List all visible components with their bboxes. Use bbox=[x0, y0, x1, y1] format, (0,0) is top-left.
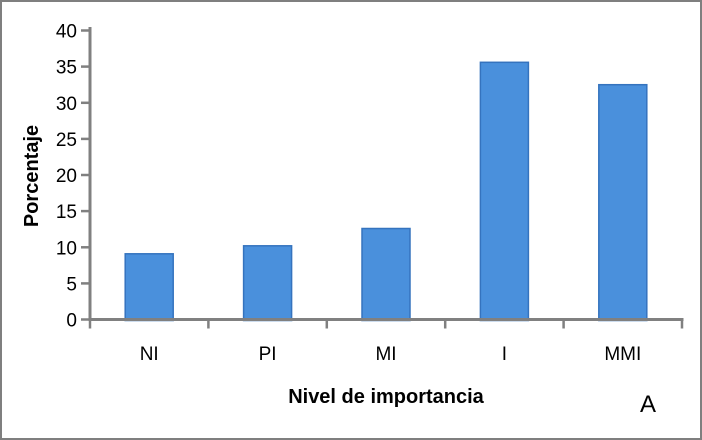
x-category-label-PI: PI bbox=[259, 344, 277, 365]
bar-MMI bbox=[598, 83, 648, 322]
y-tick-label-20: 20 bbox=[56, 166, 77, 187]
x-axis-title: Nivel de importancia bbox=[288, 386, 484, 408]
y-tick-label-25: 25 bbox=[56, 130, 77, 151]
plot-area: NI PI MI I MMI 0 5 10 15 20 25 30 35 40 bbox=[56, 22, 684, 365]
y-tick-label-40: 40 bbox=[56, 22, 77, 43]
x-category-label-NI: NI bbox=[140, 344, 159, 365]
bar-MI bbox=[361, 227, 411, 322]
y-tick-label-0: 0 bbox=[66, 311, 77, 332]
y-tick-label-5: 5 bbox=[66, 274, 77, 295]
y-tick-label-35: 35 bbox=[56, 58, 77, 79]
y-axis-title: Porcentaje bbox=[21, 125, 43, 227]
x-category-label-MMI: MMI bbox=[604, 344, 641, 365]
x-category-label-I: I bbox=[502, 344, 507, 365]
panel-label: A bbox=[640, 391, 656, 418]
bar-PI bbox=[242, 245, 293, 322]
y-tick-label-10: 10 bbox=[56, 238, 77, 259]
y-tick-label-30: 30 bbox=[56, 94, 77, 115]
y-tick-label-15: 15 bbox=[56, 202, 77, 223]
bar-I bbox=[479, 61, 530, 322]
bar-NI bbox=[124, 253, 174, 322]
x-category-label-MI: MI bbox=[375, 344, 396, 365]
